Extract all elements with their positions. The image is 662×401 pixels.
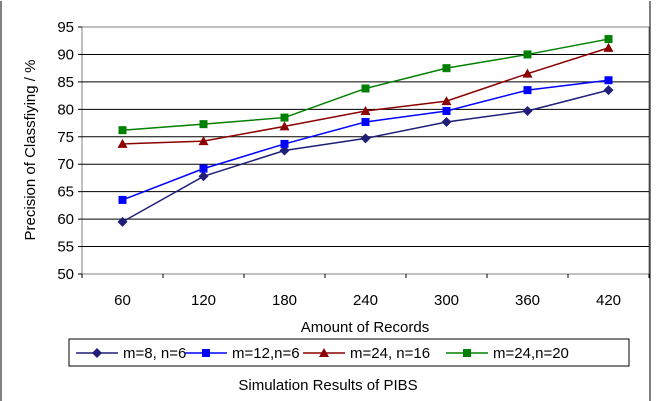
x-tick-label: 360 bbox=[515, 292, 540, 309]
legend-box bbox=[68, 338, 630, 367]
x-tick-label: 420 bbox=[596, 292, 621, 309]
series-2 bbox=[118, 76, 613, 204]
y-tick-label: 75 bbox=[57, 129, 74, 146]
data-point bbox=[199, 164, 208, 173]
y-tick-label: 55 bbox=[57, 239, 74, 256]
data-point bbox=[198, 171, 209, 182]
data-point bbox=[198, 136, 209, 146]
data-point bbox=[603, 85, 614, 96]
data-point bbox=[361, 117, 370, 126]
data-point bbox=[604, 76, 613, 85]
data-point bbox=[604, 35, 613, 44]
series-layer bbox=[117, 35, 614, 227]
data-point bbox=[442, 64, 451, 73]
data-point bbox=[360, 105, 371, 115]
data-point bbox=[441, 96, 452, 106]
legend-label: m=24, n=16 bbox=[350, 345, 430, 362]
x-tick-label: 240 bbox=[353, 292, 378, 309]
y-tick-label: 50 bbox=[57, 266, 74, 283]
data-point bbox=[280, 139, 289, 148]
data-point bbox=[603, 42, 614, 52]
data-point bbox=[522, 68, 533, 78]
y-tick-label: 90 bbox=[57, 46, 74, 63]
y-tick-label: 95 bbox=[57, 19, 74, 36]
series-line bbox=[122, 47, 609, 145]
data-point bbox=[360, 133, 371, 144]
x-tick-label: 120 bbox=[191, 292, 216, 309]
y-tick-label: 65 bbox=[57, 184, 74, 201]
legend-marker bbox=[92, 348, 102, 358]
y-tick-label: 60 bbox=[57, 211, 74, 228]
x-axis-ticks: 60 120 180 240 300 360 420 bbox=[81, 274, 650, 309]
y-tick-label: 80 bbox=[57, 101, 74, 118]
data-point bbox=[523, 50, 532, 59]
series-3 bbox=[117, 42, 614, 148]
x-tick-label: 60 bbox=[114, 292, 131, 309]
data-point bbox=[199, 120, 208, 129]
legend-entry: m=24, n=16 bbox=[303, 345, 430, 362]
legend-entry: m=8, n=6 bbox=[76, 345, 186, 362]
data-point bbox=[118, 126, 127, 135]
series-1 bbox=[117, 85, 614, 227]
y-axis-label: Precision of Classfiying / % bbox=[22, 60, 39, 241]
y-tick-label: 85 bbox=[57, 74, 74, 91]
chart-caption: Simulation Results of PIBS bbox=[238, 377, 417, 394]
x-tick-label: 180 bbox=[272, 292, 297, 309]
legend-label: m=24,n=20 bbox=[493, 345, 569, 362]
data-point bbox=[279, 145, 290, 156]
legend: m=8, n=6 m=12,n=6 m=24, n=16 m=24,n=20 bbox=[76, 345, 569, 362]
legend-entry: m=12,n=6 bbox=[185, 345, 300, 362]
data-point bbox=[442, 106, 451, 115]
data-point bbox=[361, 84, 370, 93]
data-point bbox=[441, 116, 452, 127]
legend-label: m=8, n=6 bbox=[123, 345, 186, 362]
gridlines bbox=[82, 53, 649, 248]
plot-area bbox=[81, 26, 650, 275]
x-tick-label: 300 bbox=[434, 292, 459, 309]
legend-marker bbox=[463, 349, 471, 357]
data-point bbox=[522, 105, 533, 116]
y-tick-label: 70 bbox=[57, 156, 74, 173]
x-axis-label: Amount of Records bbox=[301, 319, 429, 336]
data-point bbox=[523, 86, 532, 95]
legend-marker bbox=[319, 348, 329, 357]
y-axis-ticks: 50 55 60 65 70 75 80 85 90 95 bbox=[57, 19, 82, 283]
series-4 bbox=[118, 35, 613, 135]
legend-marker bbox=[202, 349, 210, 357]
legend-entry: m=24,n=20 bbox=[446, 345, 569, 362]
data-point bbox=[280, 113, 289, 122]
data-point bbox=[118, 195, 127, 204]
data-point bbox=[117, 216, 128, 227]
legend-label: m=12,n=6 bbox=[232, 345, 300, 362]
data-point bbox=[279, 121, 290, 131]
data-point bbox=[117, 138, 128, 148]
